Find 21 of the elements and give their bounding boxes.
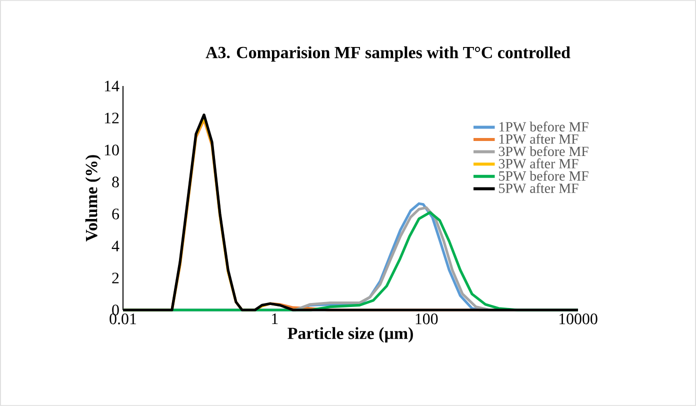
legend-label: 3PW before MF: [498, 146, 588, 156]
x-axis-title: Particle size (µm): [288, 327, 413, 343]
legend-label: 1PW before MF: [499, 122, 588, 132]
y-tick-label: 6: [112, 208, 120, 220]
y-tick-label: 14: [104, 80, 120, 92]
chart-title: A3. Comparision MF samples with T°C controlled: [206, 46, 570, 62]
y-tick-label: 10: [104, 144, 119, 156]
x-tick-label: 100: [416, 314, 438, 324]
legend-label: 5PW after MF: [499, 183, 578, 194]
x-tick-label: 0.01: [110, 314, 136, 324]
y-tick-label: 4: [112, 240, 120, 252]
x-tick-label: 10000: [559, 314, 598, 324]
y-tick-label: 12: [104, 112, 119, 124]
legend-label: 3PW after MF: [498, 158, 578, 168]
y-tick-label: 2: [112, 272, 119, 284]
y-tick-label: 0: [112, 304, 119, 316]
y-tick-label: 8: [112, 176, 119, 188]
x-tick-label: 1: [272, 314, 278, 324]
y-axis-title: Volume (%): [85, 155, 101, 242]
legend-label: 5PW before MF: [499, 170, 588, 181]
legend-label: 1PW after MF: [499, 134, 578, 144]
